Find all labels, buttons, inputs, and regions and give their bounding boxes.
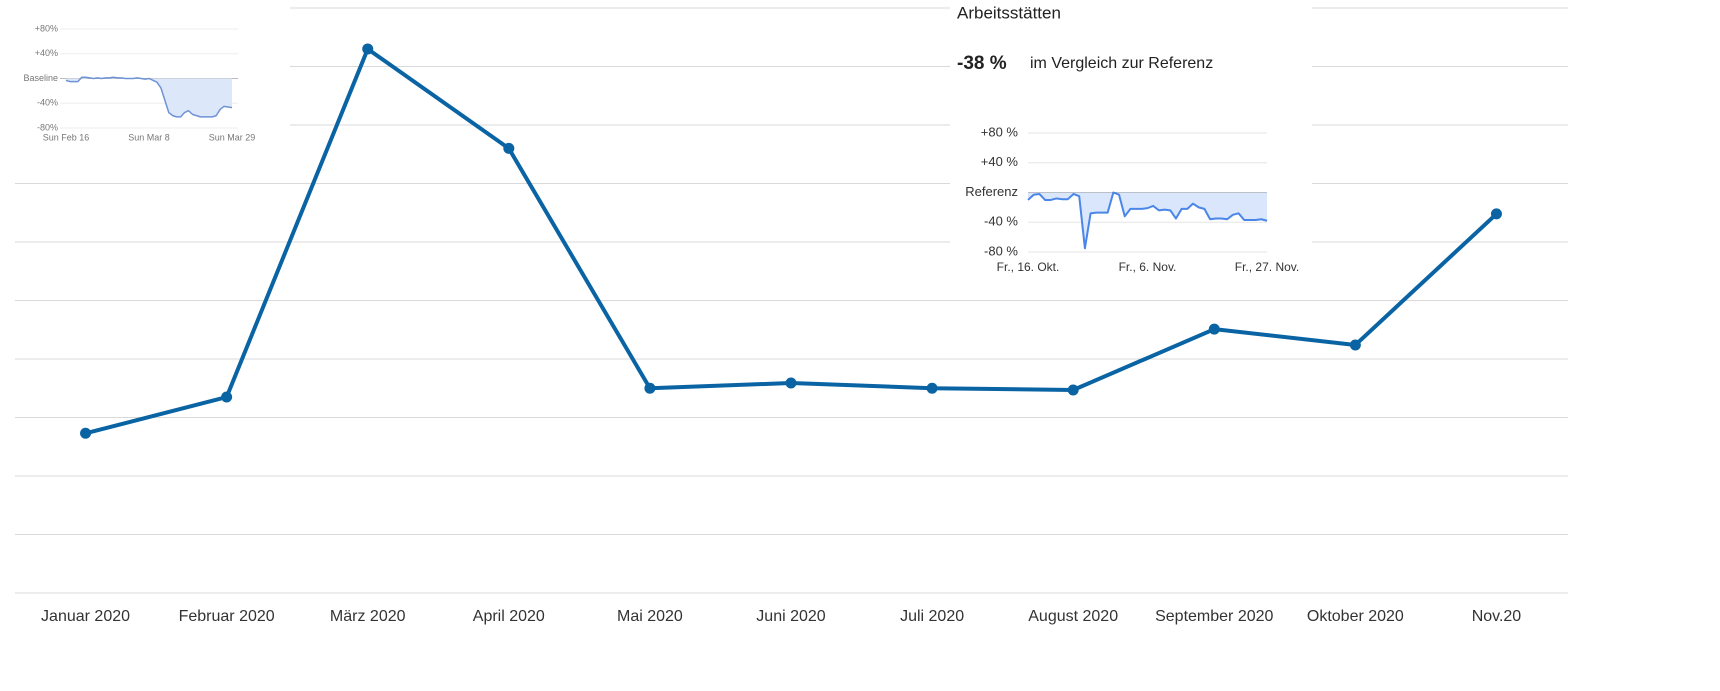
marker	[80, 427, 92, 439]
x-tick-label: Februar 2020	[179, 608, 275, 625]
inset-background	[950, 0, 1312, 285]
x-tick-label: Oktober 2020	[1307, 608, 1404, 625]
inset-subtitle: im Vergleich zur Referenz	[1030, 55, 1213, 72]
inset-background	[0, 0, 290, 150]
marker	[644, 382, 656, 394]
y-tick-label: -40 %	[984, 214, 1018, 229]
x-tick-label: Sun Mar 8	[128, 132, 170, 142]
x-tick-label: Sun Feb 16	[43, 132, 90, 142]
x-tick-label: Fr., 6. Nov.	[1119, 260, 1177, 274]
y-tick-label: +40%	[35, 48, 58, 58]
inset-headline: -38 %	[957, 53, 1007, 74]
x-tick-label: März 2020	[330, 608, 406, 625]
x-tick-label: Sun Mar 29	[209, 132, 256, 142]
inset-chart: +80% +40% Baseline -40% -80%Sun Feb 16 Sun Ma…	[23, 23, 255, 142]
y-tick-label: Baseline	[23, 73, 58, 83]
x-tick-label: Fr., 16. Okt.	[997, 260, 1060, 274]
marker	[1349, 339, 1361, 351]
x-tick-label: Juni 2020	[756, 608, 825, 625]
x-tick-label: Nov.20	[1472, 608, 1522, 625]
line	[1027, 191, 1268, 250]
main-chart: Januar 2020 Februar 2020 März 2020 April 20…	[15, 7, 1568, 625]
inset-title: Arbeitsstätten	[957, 3, 1061, 22]
x-tick-label: September 2020	[1155, 608, 1273, 625]
y-tick-label: -80%	[37, 122, 58, 132]
marker	[785, 377, 797, 389]
x-tick-label: Fr., 27. Nov.	[1235, 260, 1299, 274]
line	[65, 76, 233, 118]
y-tick-label: +40 %	[981, 154, 1019, 169]
y-tick-label: -40%	[37, 98, 58, 108]
area	[66, 77, 232, 117]
x-tick-label: August 2020	[1028, 608, 1118, 625]
y-tick-label: -80 %	[984, 243, 1018, 258]
y-tick-label: Referenz	[965, 184, 1018, 199]
x-tick-label: April 2020	[473, 608, 545, 625]
marker	[362, 43, 374, 55]
x-tick-label: Mai 2020	[617, 608, 683, 625]
marker	[1208, 323, 1220, 335]
area	[1028, 192, 1267, 249]
y-tick-label: +80%	[35, 23, 58, 33]
marker	[221, 391, 233, 403]
y-tick-label: +80 %	[981, 124, 1019, 139]
marker	[926, 382, 938, 394]
x-tick-label: Juli 2020	[900, 608, 964, 625]
marker	[503, 142, 515, 154]
inset-chart: Arbeitsstätten -38 % im Vergleich zur Re…	[957, 3, 1299, 274]
marker	[1490, 208, 1502, 220]
x-tick-label: Januar 2020	[41, 608, 130, 625]
marker	[1067, 384, 1079, 396]
